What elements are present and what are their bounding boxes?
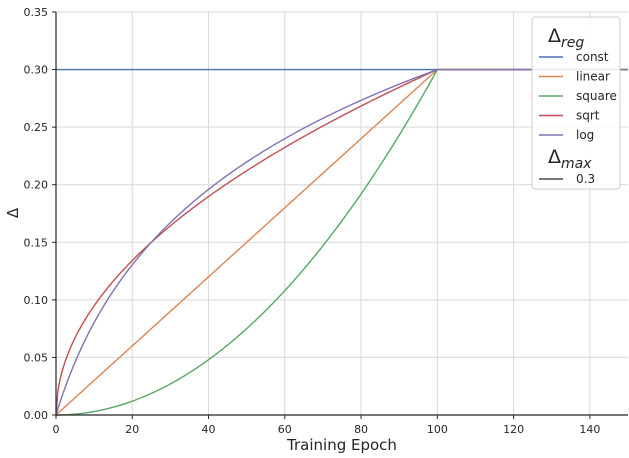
x-tick-labels: 0 20 40 60 80 100 120 140 — [53, 415, 600, 436]
legend-label-sqrt: sqrt — [576, 109, 600, 123]
x-tick-label: 20 — [125, 423, 139, 436]
legend: Δreg const linear square sqrt log Δmax 0.3 — [531, 16, 621, 190]
x-tick-label: 0 — [53, 423, 60, 436]
series-line-log — [55, 68, 628, 416]
axes — [55, 12, 628, 416]
x-tick-label: 60 — [278, 423, 292, 436]
y-tick-label: 0.25 — [24, 121, 49, 134]
y-tick-label: 0.20 — [24, 179, 49, 192]
y-tick-label: 0.15 — [24, 236, 49, 249]
legend-box — [531, 16, 621, 190]
x-tick-label: 120 — [503, 423, 524, 436]
legend-label-log: log — [576, 128, 594, 142]
x-tick-label: 40 — [202, 423, 216, 436]
legend-label-const: const — [576, 50, 609, 64]
y-tick-label: 0.10 — [24, 294, 49, 307]
legend-label-max: 0.3 — [576, 172, 595, 186]
y-tick-label: 0.05 — [24, 351, 49, 364]
data-series — [55, 68, 628, 416]
legend-label-linear: linear — [576, 70, 610, 84]
x-tick-label: 140 — [579, 423, 600, 436]
y-tick-labels: 0.00 0.05 0.10 0.15 0.20 0.25 0.30 0.35 — [24, 6, 56, 422]
x-tick-label: 80 — [354, 423, 368, 436]
y-tick-label: 0.30 — [24, 64, 49, 77]
x-tick-label: 100 — [427, 423, 448, 436]
series-line-square — [55, 68, 628, 416]
legend-title-reg: Δreg — [548, 25, 584, 51]
y-axis-label: Δ — [4, 207, 22, 218]
y-tick-label: 0.00 — [24, 409, 49, 422]
legend-label-square: square — [576, 89, 617, 103]
series-line-sqrt — [55, 68, 628, 416]
series-line-linear — [55, 68, 628, 416]
y-tick-label: 0.35 — [24, 6, 49, 19]
legend-entries-reg: const linear square sqrt log — [539, 50, 617, 142]
legend-title-max: Δmax — [548, 146, 592, 172]
x-axis-label: Training Epoch — [286, 436, 397, 454]
